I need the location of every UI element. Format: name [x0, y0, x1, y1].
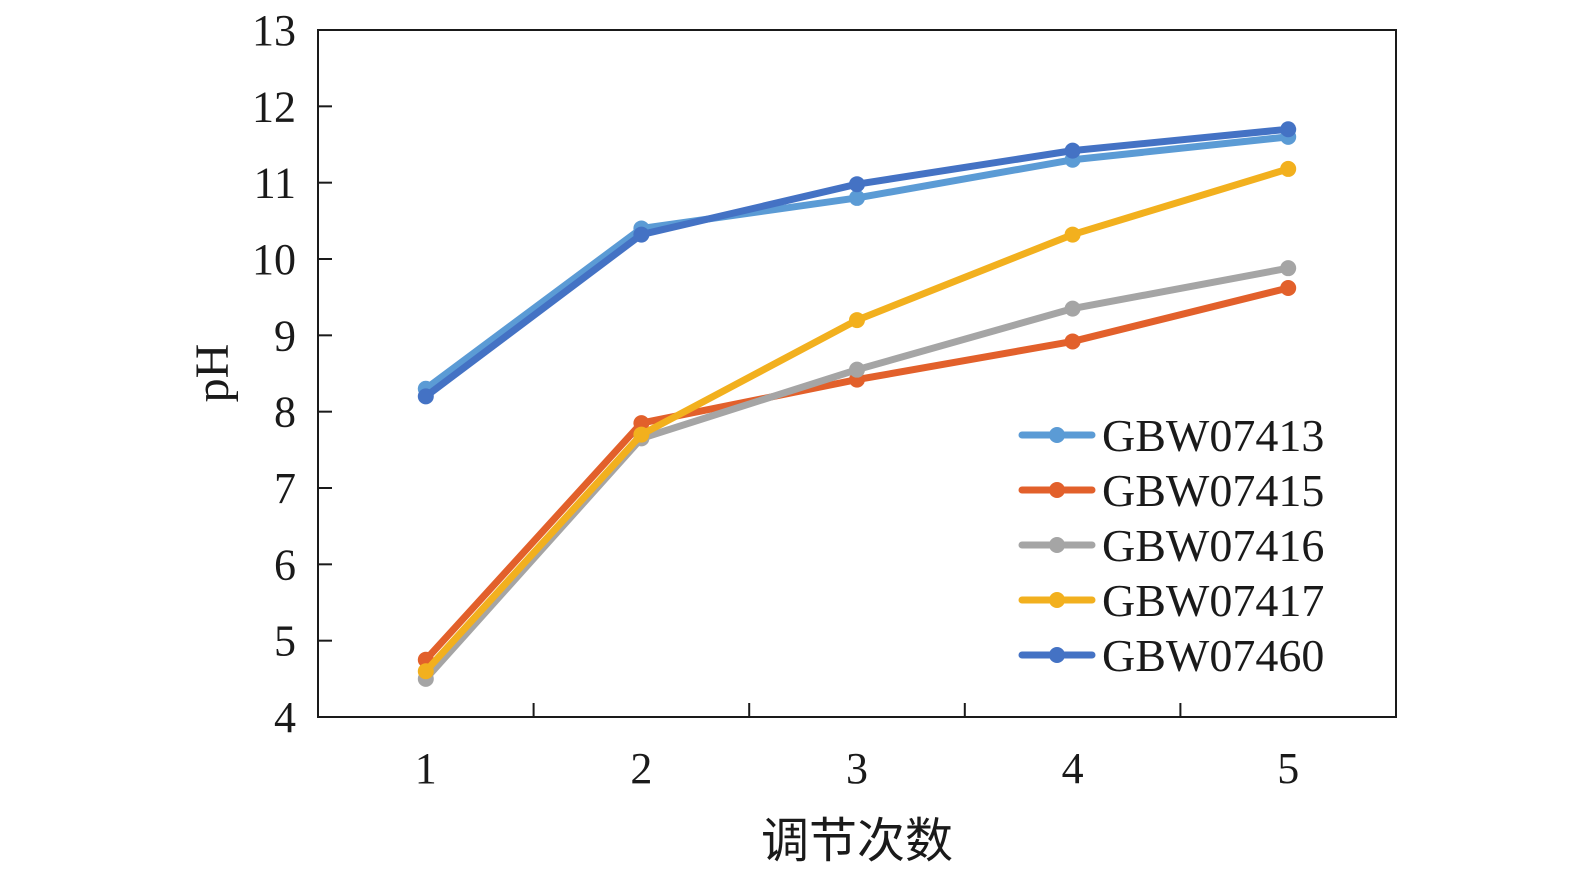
- legend-item: GBW07417: [1018, 575, 1324, 626]
- legend-item: GBW07415: [1018, 465, 1324, 516]
- legend-swatch-marker: [1049, 647, 1065, 663]
- data-point: [1064, 300, 1081, 317]
- legend-label: GBW07417: [1102, 575, 1324, 626]
- data-point: [1280, 260, 1297, 277]
- x-tick-label: 5: [1277, 744, 1299, 793]
- data-point: [849, 312, 865, 329]
- series-line: [422, 133, 1292, 393]
- legend-label: GBW07415: [1102, 465, 1324, 516]
- data-point: [849, 176, 865, 193]
- y-axis-title: pH: [186, 344, 239, 403]
- y-tick-label: 11: [254, 159, 296, 208]
- data-point: [849, 189, 865, 206]
- data-point: [633, 226, 650, 243]
- legend-label: GBW07460: [1102, 630, 1324, 681]
- data-point: [633, 415, 650, 432]
- y-tick-label: 7: [274, 464, 296, 513]
- y-tick-label: 12: [252, 82, 296, 131]
- series-GBW07460: [417, 121, 1297, 405]
- x-axis-ticks: 1 2 3 4 5: [415, 703, 1299, 793]
- y-tick-label: 5: [274, 617, 296, 666]
- legend-swatch-marker: [1049, 537, 1065, 553]
- series-GBW07417: [417, 160, 1297, 680]
- data-point: [1064, 142, 1081, 159]
- data-point: [849, 361, 865, 378]
- y-tick-label: 10: [252, 235, 296, 284]
- x-tick-label: 1: [415, 744, 437, 793]
- y-tick-label: 8: [274, 388, 296, 437]
- data-point: [417, 663, 434, 680]
- legend-item: GBW07416: [1018, 520, 1324, 571]
- series-line: [422, 125, 1292, 400]
- series-GBW07413: [417, 128, 1297, 397]
- x-tick-label: 2: [630, 744, 652, 793]
- legend-item: GBW07460: [1018, 630, 1324, 681]
- x-axis-title: 调节次数: [761, 815, 953, 868]
- data-point: [633, 426, 650, 443]
- y-tick-label: 9: [274, 311, 296, 360]
- plot-frame: [317, 29, 1397, 718]
- data-point: [1280, 121, 1297, 138]
- data-point: [1280, 160, 1297, 177]
- legend-swatch-marker: [1049, 482, 1065, 498]
- y-tick-label: 6: [274, 540, 296, 589]
- data-point: [1064, 226, 1081, 243]
- x-tick-label: 3: [846, 744, 868, 793]
- legend-swatch-marker: [1049, 427, 1065, 443]
- data-point: [417, 388, 434, 405]
- y-tick-label: 4: [274, 693, 296, 742]
- data-point: [1280, 280, 1297, 297]
- data-point: [1064, 333, 1081, 350]
- y-axis-ticks: 4 5 6 7 8 9 10 11 12 13: [252, 6, 332, 742]
- series-layer: [417, 121, 1297, 687]
- y-tick-label: 13: [252, 6, 296, 55]
- legend-item: GBW07413: [1018, 410, 1324, 461]
- x-tick-label: 4: [1062, 744, 1084, 793]
- legend-label: GBW07416: [1102, 520, 1324, 571]
- legend-label: GBW07413: [1102, 410, 1324, 461]
- legend-swatch-marker: [1049, 592, 1065, 608]
